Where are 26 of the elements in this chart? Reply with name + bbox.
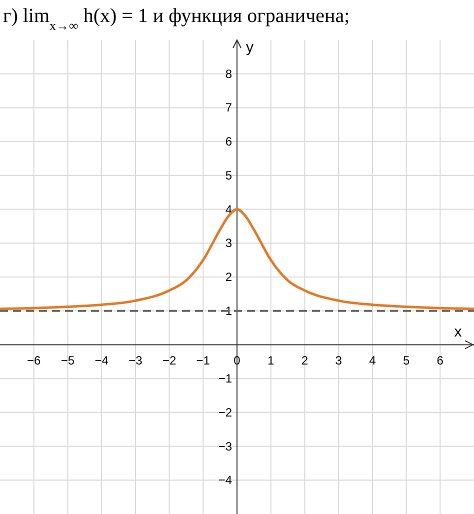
y-tick-label: −2 (218, 405, 232, 420)
y-tick-label: 3 (225, 236, 232, 250)
x-tick-label: 6 (436, 354, 444, 368)
y-axis-title: y (246, 39, 254, 56)
y-tick-label: 7 (225, 100, 232, 115)
y-tick-label: 8 (225, 66, 232, 81)
x-tick-label: −1 (196, 354, 210, 368)
x-tick-label: 1 (268, 354, 275, 368)
y-tick-label: 4 (225, 202, 232, 216)
x-tick-label: −6 (27, 354, 42, 368)
x-tick-label: 4 (369, 354, 376, 368)
x-tick-label: −2 (162, 354, 176, 368)
chart-title: г) lim$_{x→∞}$ h(x) = 1 и функция ограничена; (3, 5, 350, 32)
y-tick-label: −4 (218, 473, 232, 488)
x-tick-label: 3 (335, 354, 342, 368)
y-tick-label: −1 (218, 372, 232, 386)
y-tick-label: 6 (225, 134, 232, 149)
x-tick-label: −3 (128, 354, 143, 368)
x-tick-label: 5 (402, 354, 410, 368)
y-tick-label: −3 (218, 439, 232, 454)
y-tick-label: 5 (225, 168, 232, 182)
x-tick-label: 2 (301, 354, 308, 368)
y-tick-label: 2 (225, 270, 232, 284)
x-axis-title: x (454, 324, 462, 341)
x-tick-label: −5 (60, 354, 75, 368)
x-tick-label: −4 (94, 354, 109, 368)
